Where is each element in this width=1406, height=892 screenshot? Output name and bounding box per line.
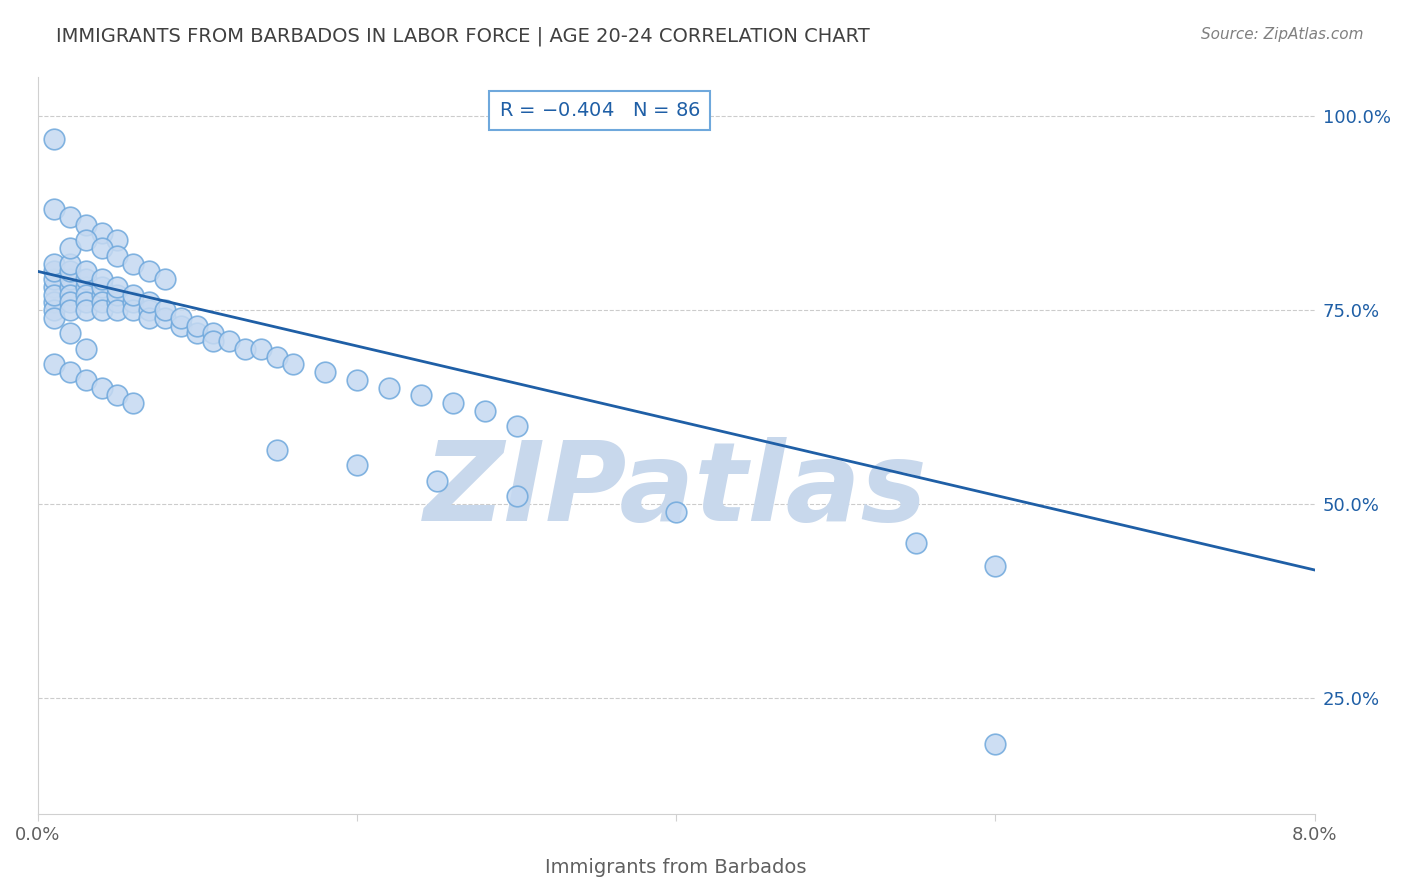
Point — [90, 272, 112, 286]
Point — [409, 388, 432, 402]
Point — [250, 342, 273, 356]
Point — [281, 358, 304, 372]
Point — [441, 396, 464, 410]
Point — [233, 342, 256, 356]
Point — [122, 295, 145, 310]
Point — [75, 342, 97, 356]
Point — [59, 280, 82, 294]
Point — [42, 295, 65, 310]
Point — [107, 233, 129, 247]
Point — [75, 272, 97, 286]
Point — [90, 381, 112, 395]
Point — [218, 334, 240, 348]
Point — [59, 303, 82, 318]
Point — [59, 272, 82, 286]
Point — [75, 303, 97, 318]
Point — [155, 272, 177, 286]
Point — [107, 249, 129, 263]
Point — [426, 474, 449, 488]
Text: IMMIGRANTS FROM BARBADOS IN LABOR FORCE | AGE 20-24 CORRELATION CHART: IMMIGRANTS FROM BARBADOS IN LABOR FORCE … — [56, 27, 870, 46]
Point — [59, 365, 82, 379]
Point — [138, 295, 160, 310]
Point — [984, 559, 1007, 574]
Point — [75, 218, 97, 232]
Point — [122, 396, 145, 410]
Point — [42, 272, 65, 286]
Point — [42, 303, 65, 318]
Point — [122, 257, 145, 271]
Point — [505, 489, 527, 503]
Point — [90, 226, 112, 240]
Point — [186, 318, 208, 333]
Point — [75, 264, 97, 278]
Point — [138, 264, 160, 278]
Point — [42, 132, 65, 146]
Point — [505, 419, 527, 434]
Point — [122, 287, 145, 301]
Point — [42, 310, 65, 325]
Point — [59, 241, 82, 255]
Point — [59, 287, 82, 301]
Point — [107, 295, 129, 310]
Point — [90, 280, 112, 294]
Text: Source: ZipAtlas.com: Source: ZipAtlas.com — [1201, 27, 1364, 42]
Point — [186, 326, 208, 341]
Point — [138, 303, 160, 318]
Point — [170, 310, 193, 325]
Point — [266, 442, 288, 457]
Point — [59, 326, 82, 341]
Point — [665, 505, 688, 519]
Point — [314, 365, 336, 379]
Point — [42, 287, 65, 301]
Point — [107, 287, 129, 301]
Point — [904, 536, 927, 550]
Point — [42, 358, 65, 372]
Point — [75, 295, 97, 310]
Point — [75, 287, 97, 301]
Point — [122, 303, 145, 318]
Point — [155, 303, 177, 318]
Point — [107, 303, 129, 318]
Point — [42, 280, 65, 294]
Point — [75, 373, 97, 387]
Point — [42, 202, 65, 217]
Text: R = $-$0.404   N = 86: R = $-$0.404 N = 86 — [499, 101, 700, 120]
Point — [42, 264, 65, 278]
Point — [90, 295, 112, 310]
Point — [474, 404, 496, 418]
Point — [346, 373, 368, 387]
Point — [170, 318, 193, 333]
Point — [75, 233, 97, 247]
Point — [138, 310, 160, 325]
Text: ZIPatlas: ZIPatlas — [425, 436, 928, 543]
Point — [984, 738, 1007, 752]
Point — [202, 326, 225, 341]
Point — [202, 334, 225, 348]
Point — [266, 350, 288, 364]
Point — [107, 280, 129, 294]
Point — [107, 388, 129, 402]
Point — [59, 210, 82, 224]
Point — [90, 287, 112, 301]
Point — [59, 264, 82, 278]
Point — [346, 458, 368, 473]
X-axis label: Immigrants from Barbados: Immigrants from Barbados — [546, 858, 807, 877]
Point — [75, 280, 97, 294]
Point — [378, 381, 401, 395]
Point — [155, 310, 177, 325]
Point — [59, 295, 82, 310]
Point — [90, 241, 112, 255]
Point — [59, 257, 82, 271]
Point — [42, 257, 65, 271]
Point — [90, 303, 112, 318]
